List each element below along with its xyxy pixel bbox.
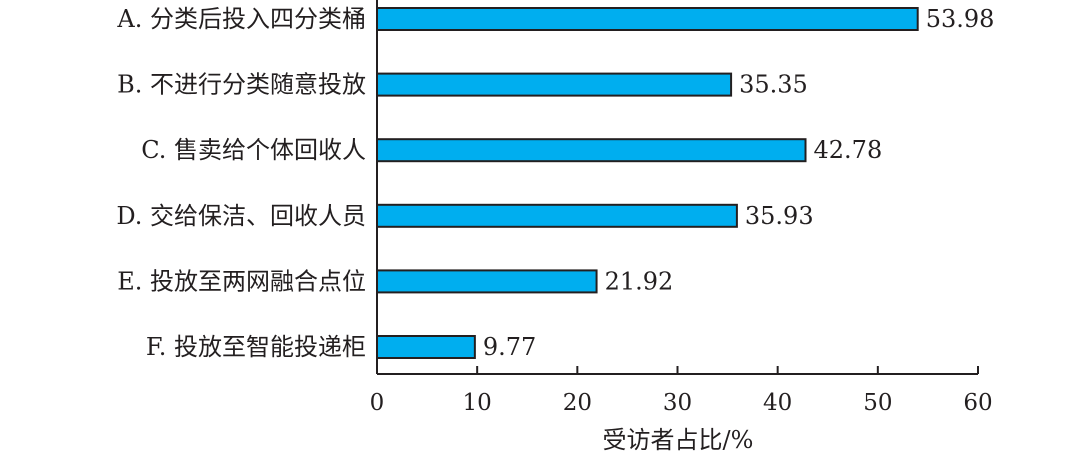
category-label: D. 交给保洁、回收人员 [116,202,366,230]
x-axis-title: 受访者占比/% [603,426,754,454]
x-tick-label: 30 [663,390,692,416]
x-tick-label: 20 [563,390,592,416]
category-label: A. 分类后投入四分类桶 [116,5,366,33]
x-tick-label: 10 [463,390,492,416]
value-label: 35.35 [739,71,808,99]
category-label: C. 售卖给个体回收人 [141,136,366,164]
x-axis: 0 10 20 30 40 50 60 [370,0,993,416]
bar-f [376,335,476,359]
category-label: B. 不进行分类随意投放 [117,71,366,99]
x-tick-label: 0 [370,390,385,416]
category-label: E. 投放至两网融合点位 [117,267,366,295]
value-label: 9.77 [483,333,536,361]
x-tick-label: 60 [963,390,992,416]
bar-b [376,72,733,97]
value-label: 42.78 [814,136,883,164]
value-label: 21.92 [605,267,674,295]
value-label: 53.98 [926,5,995,33]
bar-d [376,203,738,228]
bar-c [376,138,807,163]
bar-e [376,269,598,294]
category-label: F. 投放至智能投递柜 [146,333,366,361]
bars-group [376,7,919,359]
category-labels: A. 分类后投入四分类桶 B. 不进行分类随意投放 C. 售卖给个体回收人 D. 交给… [116,5,366,361]
value-label: 35.93 [745,202,814,230]
bar-a [376,7,919,31]
x-tick-label: 40 [763,390,792,416]
x-tick-label: 50 [863,390,892,416]
value-labels: 53.98 35.35 42.78 35.93 21.92 9.77 [483,5,995,361]
